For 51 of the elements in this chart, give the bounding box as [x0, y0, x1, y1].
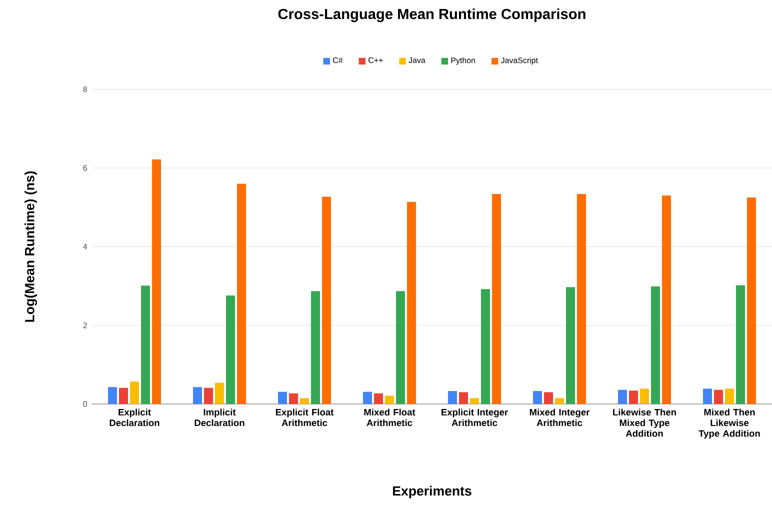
bar	[362, 392, 372, 404]
bar	[532, 391, 542, 404]
bar	[480, 289, 490, 404]
bar	[662, 196, 671, 404]
x-tick-label: Explicit Integer Arithmetic	[442, 408, 508, 426]
bar	[385, 396, 394, 404]
bar	[119, 388, 128, 404]
bar	[470, 398, 479, 404]
bar	[702, 388, 712, 404]
bar	[289, 393, 298, 404]
bar	[130, 382, 139, 404]
chart-title: Cross-Language Mean Runtime Comparison	[278, 8, 586, 22]
bar	[374, 393, 383, 404]
y-axis-title: Log(Mean Runtime) (ns)	[24, 171, 38, 322]
bar	[152, 159, 161, 404]
bar	[576, 194, 586, 404]
bar	[204, 388, 213, 404]
bar	[237, 184, 246, 404]
bar	[193, 387, 202, 404]
bar	[141, 286, 150, 404]
bar	[448, 391, 457, 404]
bar	[322, 196, 331, 404]
bar	[311, 291, 320, 404]
bar	[108, 387, 117, 404]
x-tick-label: Mixed Then Likewise Type Addition	[698, 408, 760, 439]
x-tick-label: Explicit Float Arithmetic	[276, 408, 334, 426]
bar	[618, 390, 627, 404]
x-tick-label: Explicit Declaration	[110, 408, 160, 426]
bar	[278, 392, 287, 404]
bar	[554, 398, 564, 404]
bar	[650, 286, 660, 404]
x-tick-label: Mixed Float Arithmetic	[364, 408, 416, 426]
bar	[407, 202, 416, 404]
bar	[396, 291, 405, 404]
bar	[736, 285, 745, 404]
x-tick-label: Mixed Integer Arithmetic	[530, 408, 590, 426]
bar	[544, 392, 553, 404]
bar	[492, 194, 501, 404]
bar	[746, 198, 756, 404]
bar	[300, 398, 309, 404]
bar	[566, 287, 575, 404]
bar	[640, 388, 649, 404]
bar	[458, 392, 468, 404]
x-tick-label: Likewise Then Mixed Type Addition	[613, 408, 676, 437]
bar	[226, 295, 235, 404]
bar	[628, 390, 638, 404]
x-tick-label: Implicit Declaration	[194, 408, 244, 426]
x-axis-title: Experiments	[393, 486, 472, 498]
bar	[215, 382, 224, 404]
bar	[724, 388, 734, 404]
bar	[714, 390, 723, 404]
